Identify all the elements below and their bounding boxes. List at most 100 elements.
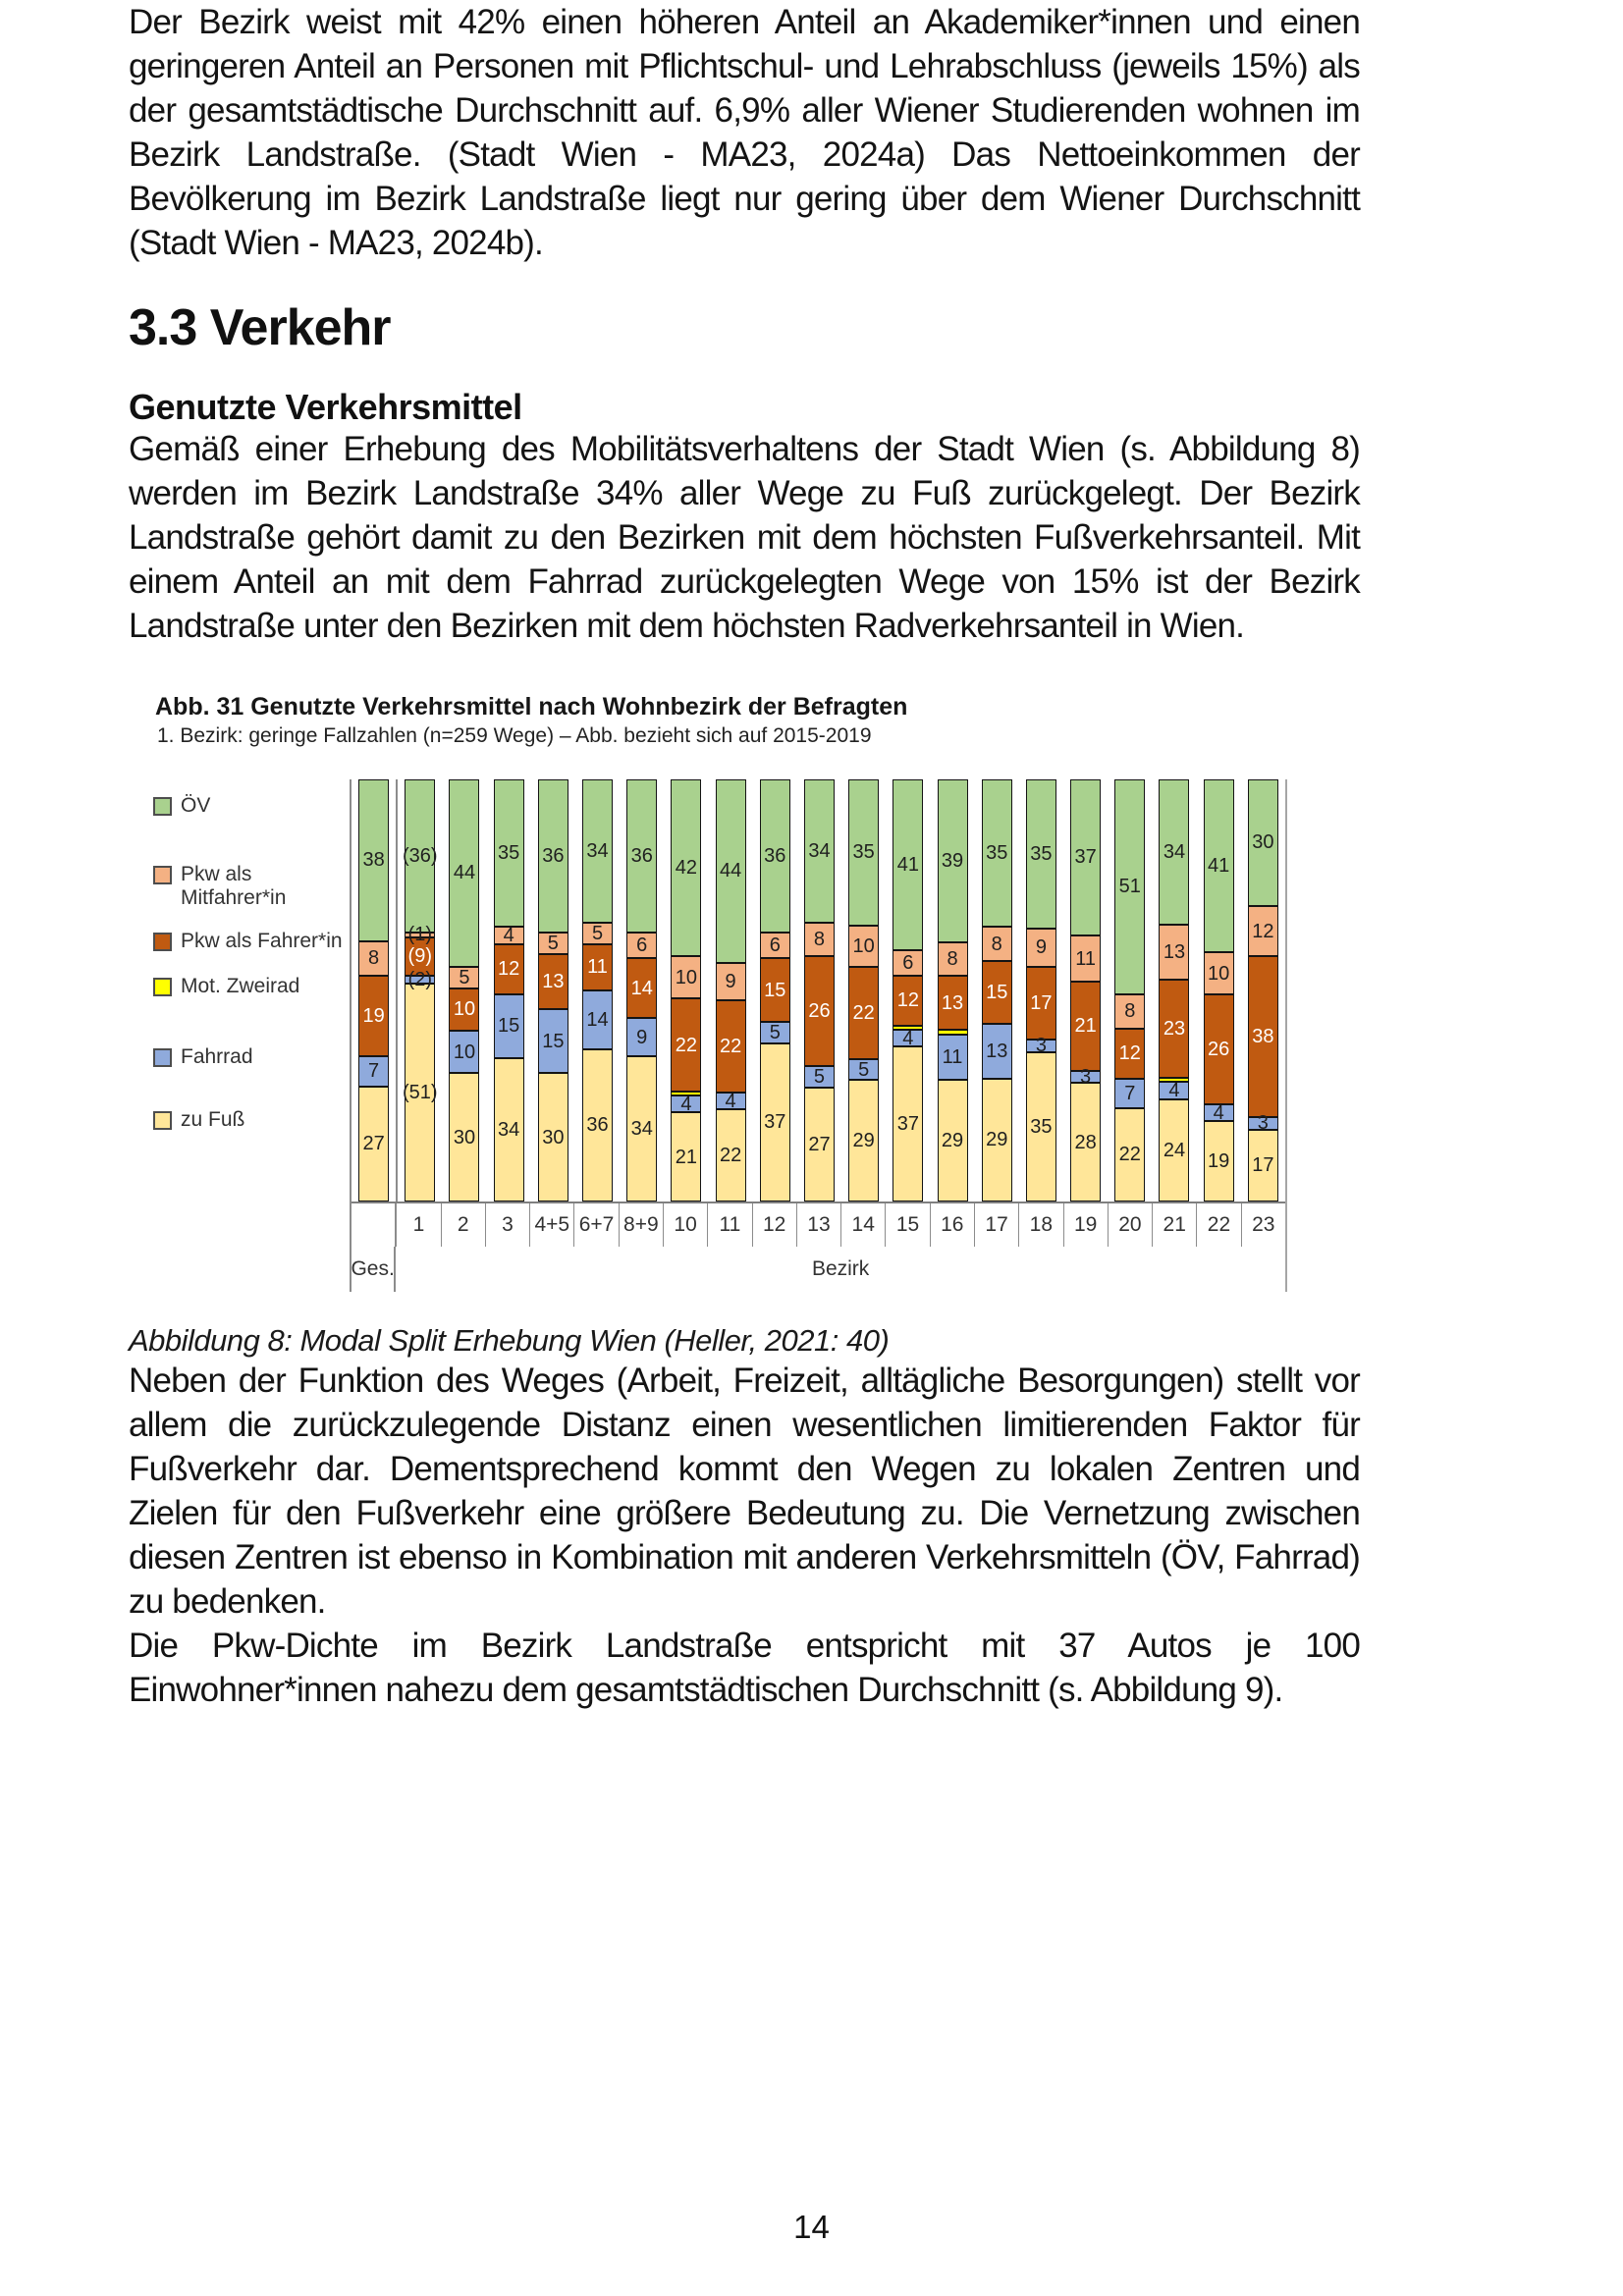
segment-value-label: 6 <box>902 952 914 975</box>
segment-pkw-fahrer: 12 <box>493 943 524 995</box>
bar-column: 28 3 21 11 37 <box>1063 778 1108 1201</box>
segment-value-label: 34 <box>498 1118 520 1141</box>
segment-pkw-fahrer: 22 <box>848 967 880 1060</box>
segment-pkw-fahrer: 38 <box>1247 956 1278 1117</box>
segment-pkw-fahrer: 17 <box>1025 966 1056 1040</box>
segment-pkw-fahrer: 22 <box>715 1000 746 1094</box>
segment-fahrrad: 13 <box>981 1024 1012 1080</box>
segment-fahrrad: 11 <box>937 1034 968 1081</box>
axis-category-label: 17 <box>975 1202 1020 1247</box>
segment-fahrrad: 15 <box>493 994 524 1058</box>
segment-pkw-fahrer: 10 <box>449 988 480 1032</box>
stacked-bar: 28 3 21 11 37 <box>1070 778 1102 1201</box>
bar-column: 22 4 22 9 44 <box>709 778 753 1201</box>
segment-pkw-fahrer: 13 <box>937 975 968 1031</box>
bar-column: 37 5 15 6 36 <box>753 778 797 1201</box>
chart-legend: ÖV Pkw als Mitfahrer*in Pkw als Fahrer*in M… <box>153 794 345 1132</box>
segment-pkw-mitfahrer: 5 <box>537 933 568 954</box>
segment-value-label: 13 <box>542 971 565 993</box>
legend-swatch-icon <box>153 932 172 951</box>
segment-value-label: 5 <box>858 1058 870 1081</box>
stacked-bar: 37 4 12 6 41 <box>893 778 924 1201</box>
segment-value-label: 34 <box>1163 840 1186 863</box>
bar-column: 37 4 12 6 41 <box>886 778 930 1201</box>
segment-pkw-fahrer: 13 <box>537 953 568 1010</box>
segment-fahrrad: 4 <box>893 1027 924 1049</box>
axis-category-label: 14 <box>841 1202 887 1247</box>
bar-column: 21 4 22 10 42 <box>664 778 708 1201</box>
segment-oev: 34 <box>582 778 614 923</box>
segment-value-label: 35 <box>852 841 875 864</box>
segment-value-label: 44 <box>453 862 476 884</box>
segment-value-label: 3 <box>1035 1035 1047 1057</box>
axis-category-label: 12 <box>753 1202 797 1247</box>
segment-oev: 35 <box>1025 778 1056 929</box>
subsection-heading-verkehrsmittel: Genutzte Verkehrsmittel <box>129 387 522 428</box>
segment-value-label: 28 <box>1074 1131 1097 1153</box>
segment-value-label: 35 <box>498 842 520 865</box>
segment-oev: 51 <box>1114 778 1146 995</box>
segment-value-label: 8 <box>991 933 1002 955</box>
axis-category-label: 23 <box>1252 1212 1275 1236</box>
segment-value-label: 12 <box>896 989 919 1012</box>
legend-label: Pkw als Fahrer*in <box>181 929 343 952</box>
segment-value-label: 30 <box>1252 831 1274 854</box>
segment-zu-fuss: 19 <box>1203 1121 1234 1201</box>
segment-fahrrad: 3 <box>1247 1113 1278 1133</box>
text-column: Der Bezirk weist mit 42% einen höheren A… <box>129 0 1361 1712</box>
segment-pkw-fahrer: (9) <box>405 936 436 976</box>
segment-value-label: 15 <box>764 979 786 1001</box>
segment-value-label: 13 <box>986 1041 1008 1063</box>
segment-value-label: 21 <box>675 1146 698 1168</box>
segment-zu-fuss: 37 <box>893 1046 924 1201</box>
stacked-bar: 17 3 38 12 30 <box>1247 778 1278 1201</box>
chart-subtitle: 1. Bezirk: geringe Fallzahlen (n=259 Weg… <box>157 723 872 747</box>
segment-value-label: 13 <box>941 991 964 1014</box>
axis-label-bezirk: Bezirk <box>811 1256 870 1280</box>
segment-zu-fuss: 30 <box>537 1073 568 1201</box>
bar-column: 29 5 22 10 35 <box>841 778 886 1201</box>
segment-value-label: 6 <box>636 934 648 957</box>
segment-pkw-fahrer: 15 <box>759 958 790 1023</box>
chart-plot-wrap: 27 7 19 8 38 (51) (2) (9) (1) (36) 30 10 10 5 44 34 15 12… <box>350 778 1287 1292</box>
segment-value-label: 9 <box>725 971 736 993</box>
segment-value-label: 11 <box>942 1045 963 1068</box>
segment-value-label: 11 <box>1075 947 1096 970</box>
segment-value-label: 5 <box>813 1065 826 1088</box>
chart-plot-area: 27 7 19 8 38 (51) (2) (9) (1) (36) 30 10 10 5 44 34 15 12… <box>352 778 1285 1203</box>
bar-column: 24 4 23 13 34 <box>1152 778 1196 1201</box>
segment-pkw-mitfahrer: 12 <box>1247 905 1278 957</box>
segment-value-label: 15 <box>498 1015 520 1038</box>
legend-swatch-icon <box>153 865 172 884</box>
segment-value-label: 10 <box>675 966 698 988</box>
segment-value-label: 36 <box>542 845 565 867</box>
segment-value-label: 19 <box>362 1004 385 1027</box>
segment-value-label: 22 <box>719 1036 742 1058</box>
bar-column: 34 15 12 4 35 <box>487 778 531 1201</box>
axis-category-label: 13 <box>797 1202 842 1247</box>
legend-label: Pkw als Mitfahrer*in <box>181 862 287 909</box>
segment-pkw-mitfahrer: 8 <box>803 923 835 957</box>
segment-oev: 30 <box>1247 778 1278 906</box>
segment-oev: 44 <box>715 778 746 964</box>
bar-column: 30 15 13 5 36 <box>531 778 575 1201</box>
segment-value-label: 22 <box>675 1034 698 1056</box>
axis-category-label: 6+7 <box>574 1202 620 1247</box>
segment-value-label: 37 <box>1074 846 1097 869</box>
segment-value-label: 34 <box>630 1117 653 1140</box>
segment-zu-fuss: 27 <box>358 1086 390 1201</box>
axis-category-label: 8+9 <box>620 1202 664 1247</box>
segment-zu-fuss: 30 <box>449 1073 480 1201</box>
segment-value-label: 36 <box>586 1114 609 1137</box>
segment-value-label: (2) <box>407 968 432 990</box>
segment-oev: 39 <box>937 778 968 942</box>
segment-zu-fuss: 27 <box>803 1087 835 1201</box>
segment-value-label: 27 <box>808 1133 831 1155</box>
bar-column: 36 14 11 5 34 <box>575 778 620 1201</box>
bar-column: 35 3 17 9 35 <box>1019 778 1063 1201</box>
segment-value-label: 4 <box>902 1027 914 1049</box>
stacked-bar: 30 15 13 5 36 <box>537 778 568 1201</box>
chart-title: Abb. 31 Genutzte Verkehrsmittel nach Woh… <box>155 692 908 721</box>
segment-pkw-fahrer: 23 <box>1159 979 1190 1078</box>
stacked-bar: 27 5 26 8 34 <box>803 778 835 1201</box>
